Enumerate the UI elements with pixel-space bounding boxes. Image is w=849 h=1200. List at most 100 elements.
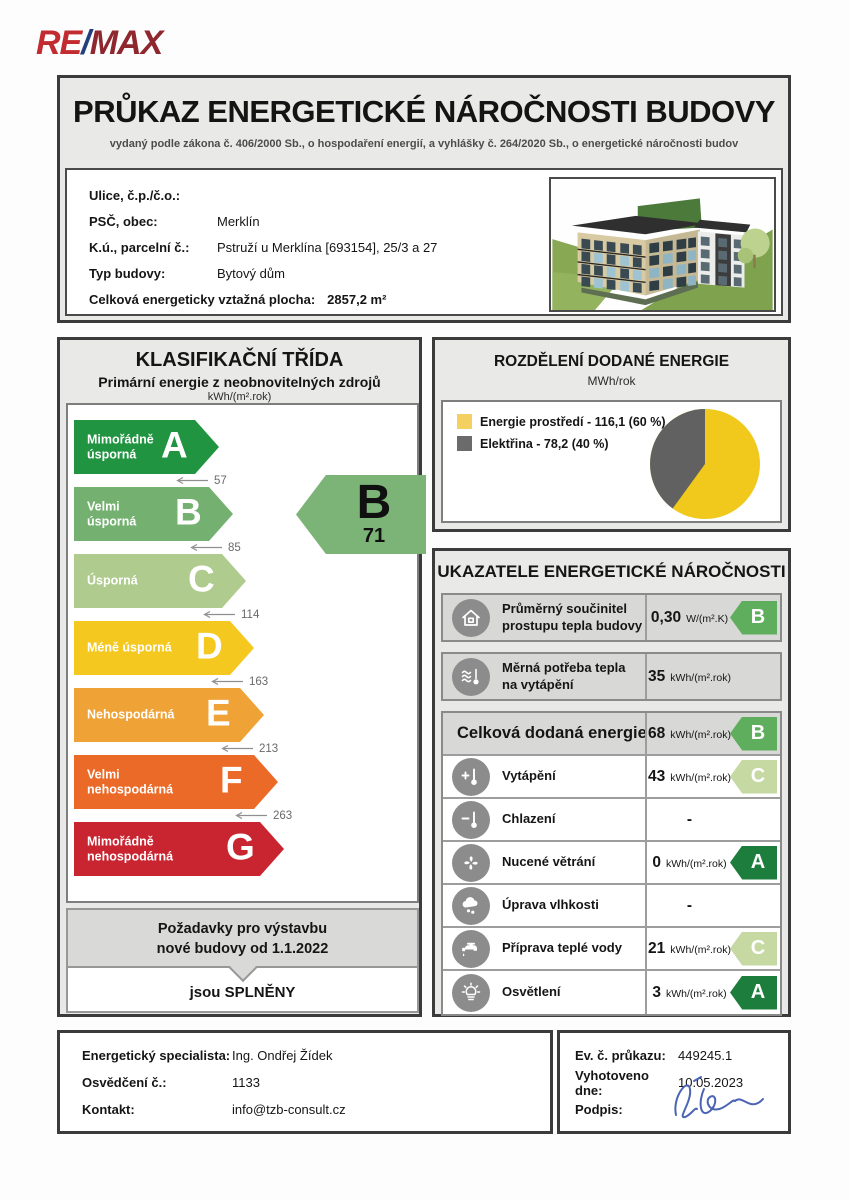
header-panel: PRŮKAZ ENERGETICKÉ NÁROČNOSTI BUDOVY vyd… [57,75,791,323]
class-label: Nehospodárná [87,707,175,722]
requirements-result: jsou SPLNĚNY [189,984,296,1001]
class-arrow-A: Mimořádně úsporná A [74,420,219,474]
threshold-arrow-icon [200,606,236,624]
footer-certificate-box: Ev. č. průkazu: 449245.1 Vyhotoveno dne: 10… [557,1030,791,1134]
indicator-value: 0,30 W/(m².K) [645,595,780,640]
indicator-number: 0,30 [650,608,682,626]
footer-label: Podpis: [575,1102,623,1117]
energy-distribution-unit: MWh/rok [587,374,636,388]
footer-row: Podpis: [560,1096,788,1123]
pie-chart [650,409,760,519]
class-arrow-F: Velmi nehospodárná F [74,755,278,809]
building-info-box: Ulice, č.p./č.o.: PSČ, obec: Merklín K.ú., … [65,168,783,316]
legend-label: Energie prostředí - 116,1 (60 %) [480,414,666,429]
indicator-row: Nucené větrání 0 kWh/(m².rok) A [443,842,780,885]
indicator-row: Chlazení - [443,799,780,842]
classification-scale: Mimořádně úsporná A 57 Velmi úsporná B 85 Úspo… [68,405,417,901]
info-row: PSČ, obec: Merklín [89,208,437,234]
footer-row: Osvědčení č.: 1133 [60,1069,550,1096]
class-threshold: 263 [232,809,292,822]
indicator-value: 3 kWh/(m².rok) [645,971,780,1014]
footer-value: info@tzb-consult.cz [232,1102,346,1117]
pie-legend: Energie prostředí - 116,1 (60 %) Elektřin… [457,414,666,458]
class-threshold: 213 [218,742,278,755]
indicator-label: Chlazení [502,811,556,827]
heat-demand-icon [452,657,490,696]
classification-unit: kWh/(m².rok) [207,391,272,403]
indicator-row: Příprava teplé vody 21 kWh/(m².rok) C [443,928,780,971]
indicator-row: Měrná potřeba tepla na vytápění 35 kWh/(m²… [441,652,782,701]
footer-specialist-box: Energetický specialista: Ing. Ondřej Žíde… [57,1030,553,1134]
footer-label: Osvědčení č.: [82,1075,167,1090]
indicator-unit: kWh/(m².rok) [670,771,731,784]
class-letter: A [161,424,188,466]
fan-icon [452,843,490,882]
class-arrow-G: Mimořádně nehospodárná G [74,822,284,876]
footer-specialist-rows: Energetický specialista: Ing. Ondřej Žíde… [60,1033,550,1123]
indicator-label: Osvětlení [502,984,561,1000]
indicator-row: Osvětlení 3 kWh/(m².rok) A [443,971,780,1014]
requirements-box: Požadavky pro výstavbu nové budovy od 1.… [66,908,419,1013]
class-label: Velmi úsporná [87,499,137,528]
class-threshold: 57 [173,474,227,487]
indicator-dash: - [686,896,693,914]
class-indicator-value: 71 [362,525,386,548]
indicator-label: Vytápění [502,768,556,784]
indicator-number: 0 [652,853,661,871]
indicator-row: Průměrný součinitel prostupu tepla budov… [441,593,782,642]
class-label: Mimořádně nehospodárná [87,834,174,863]
indicator-value: - [645,799,780,840]
indicator-unit: kWh/(m².rok) [665,857,727,870]
class-arrow-C: Úsporná C [74,554,246,608]
class-label: Úsporná [87,573,138,588]
threshold-arrow-icon [173,472,209,490]
logo-part-max: MAX [89,24,164,62]
indicator-row-group: Celková dodaná energie 68 kWh/(m².rok) B Vyt… [441,711,782,1016]
indicators-panel: UKAZATELE ENERGETICKÉ NÁROČNOSTI Průměrn… [432,548,791,1017]
indicator-value: 68 kWh/(m².rok) [645,713,780,754]
class-arrow-B: Velmi úsporná B [74,487,233,541]
info-row: Typ budovy: Bytový dům [89,260,437,286]
legend-item: Energie prostředí - 116,1 (60 %) [457,414,666,429]
indicator-label: Celková dodaná energie [457,724,647,743]
legend-item: Elektřina - 78,2 (40 %) [457,436,666,451]
footer-row: Ev. č. průkazu: 449245.1 [560,1042,788,1069]
footer-row: Energetický specialista: Ing. Ondřej Žíde… [60,1042,550,1069]
indicator-number: 3 [652,983,661,1001]
info-area-label: Celková energeticky vztažná plocha: [89,291,316,307]
threshold-arrow-icon [208,673,244,691]
cooling-icon [452,800,490,839]
class-threshold: 114 [200,608,259,621]
class-letter: G [226,826,255,868]
indicator-unit: kWh/(m².rok) [665,987,727,1000]
faucet-icon [452,929,490,968]
threshold-arrow-icon [218,740,254,758]
class-indicator-letter: B [356,476,392,529]
indicators-table: Průměrný součinitel prostupu tepla budov… [441,593,782,1016]
building-rendering-image [552,179,773,310]
info-field-label: K.ú., parcelní č.: [89,239,190,255]
legend-swatch [457,436,472,451]
indicator-label: Příprava teplé vody [502,940,622,956]
classification-subtitle: Primární energie z neobnovitelných zdroj… [98,374,381,390]
indicator-number: 35 [648,667,666,685]
info-field-value: Pstruží u Merklína [693154], 25/3 a 27 [217,239,438,255]
footer-value: 449245.1 [678,1048,733,1063]
info-area-value: 2857,2 m² [327,291,387,307]
class-indicator-arrow: B 71 [296,475,426,554]
logo-slash: / [81,24,91,62]
energy-distribution-panel: ROZDĚLENÍ DODANÉ ENERGIE MWh/rok Energie… [432,337,791,532]
class-letter: C [188,558,215,600]
remax-logo: RE/MAX [36,24,164,63]
threshold-value: 163 [249,675,269,688]
indicator-label: Nucené větrání [502,854,596,870]
logo-part-re: RE [36,24,82,62]
indicator-value: 0 kWh/(m².rok) [645,842,780,883]
indicator-value: 21 kWh/(m².rok) [645,928,780,969]
footer-value: Ing. Ondřej Žídek [232,1048,333,1063]
indicator-label: Průměrný součinitel prostupu tepla budov… [502,601,643,633]
classification-title: KLASIFIKAČNÍ TŘÍDA [135,349,344,371]
classification-panel: KLASIFIKAČNÍ TŘÍDA Primární energie z ne… [57,337,426,1017]
info-field-label: Typ budovy: [89,265,166,281]
indicator-unit: kWh/(m².rok) [670,943,731,956]
